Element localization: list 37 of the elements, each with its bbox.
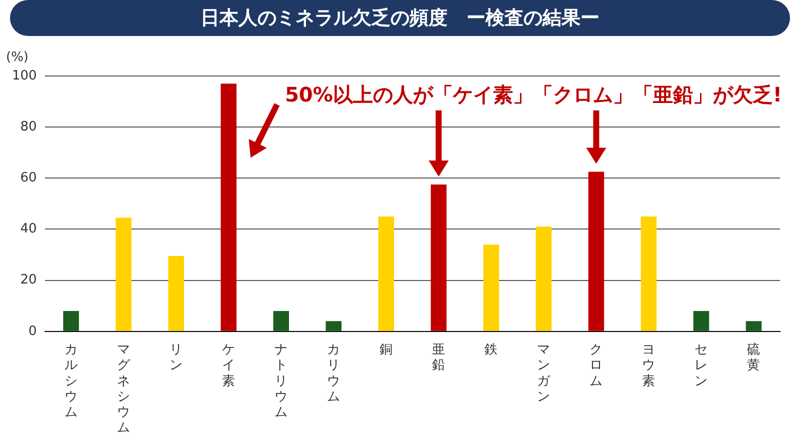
bar xyxy=(746,321,762,331)
bar xyxy=(220,84,236,331)
bar xyxy=(116,218,132,331)
bar xyxy=(483,244,500,331)
x-tick-label: ナトリウム xyxy=(274,342,288,420)
bar xyxy=(430,184,447,331)
bar xyxy=(168,256,184,331)
bar xyxy=(326,321,342,331)
x-tick-label: 鉄 xyxy=(484,342,498,358)
bar xyxy=(693,310,710,331)
x-tick-label: カリウム xyxy=(327,342,340,404)
chart-title: 日本人のミネラル欠乏の頻度 ー検査の結果ー xyxy=(10,0,790,36)
x-tick-label: 硫黄 xyxy=(747,342,760,374)
y-tick-label: 0 xyxy=(28,324,37,339)
bar xyxy=(378,216,394,331)
bar xyxy=(536,226,552,331)
bar xyxy=(640,216,657,331)
x-tick-label: クロム xyxy=(590,342,603,389)
bar xyxy=(588,172,604,331)
annotation: 50%以上の人が「ケイ素」「クロム」「亜鉛」が欠乏! xyxy=(285,82,782,107)
x-tick-label: 亜鉛 xyxy=(432,342,446,374)
y-tick-label: 20 xyxy=(20,272,37,288)
x-tick-label: セレン xyxy=(694,342,708,389)
x-tick-label: マグネシウム xyxy=(117,342,132,436)
bar xyxy=(273,310,289,331)
y-tick-label: 100 xyxy=(12,68,37,84)
x-tick-label: ケイ素 xyxy=(222,342,236,389)
x-tick-label: 銅 xyxy=(380,342,393,358)
x-tick-label: マンガン xyxy=(537,342,552,404)
bar xyxy=(63,310,79,331)
x-tick-label: リン xyxy=(170,342,183,374)
y-tick-label: 40 xyxy=(20,222,37,237)
y-tick-label: 80 xyxy=(20,119,37,134)
x-tick-label: ヨウ素 xyxy=(642,342,656,389)
y-axis-title: (%) xyxy=(6,50,28,65)
x-tick-label: カルシウム xyxy=(64,342,78,420)
y-tick-label: 60 xyxy=(20,170,37,186)
